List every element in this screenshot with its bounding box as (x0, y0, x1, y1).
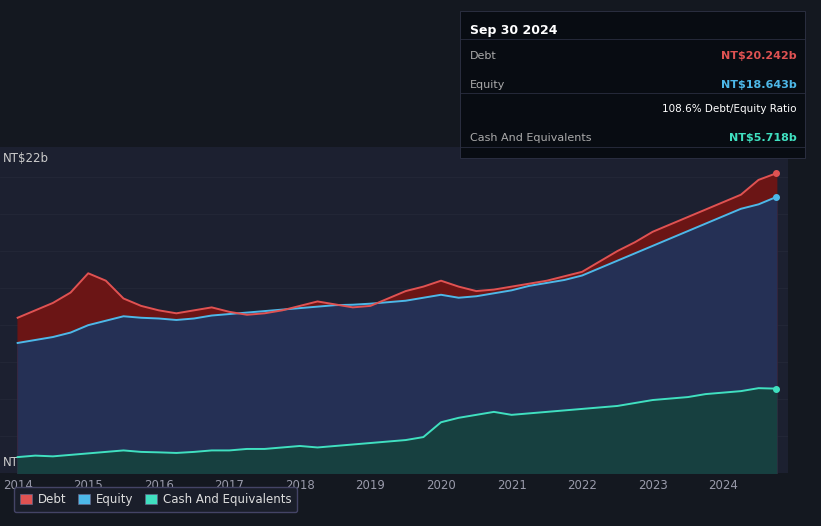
Text: Cash And Equivalents: Cash And Equivalents (470, 133, 591, 143)
Text: Equity: Equity (470, 79, 505, 90)
Legend: Debt, Equity, Cash And Equivalents: Debt, Equity, Cash And Equivalents (14, 487, 297, 512)
Text: NT$5.718b: NT$5.718b (728, 133, 796, 143)
Text: 108.6% Debt/Equity Ratio: 108.6% Debt/Equity Ratio (662, 104, 796, 114)
Text: NT$22b: NT$22b (3, 152, 49, 165)
Text: NT$0: NT$0 (3, 456, 34, 469)
Text: Sep 30 2024: Sep 30 2024 (470, 24, 557, 37)
Text: NT$20.242b: NT$20.242b (721, 50, 796, 61)
Text: NT$18.643b: NT$18.643b (721, 79, 796, 90)
Text: Debt: Debt (470, 50, 497, 61)
